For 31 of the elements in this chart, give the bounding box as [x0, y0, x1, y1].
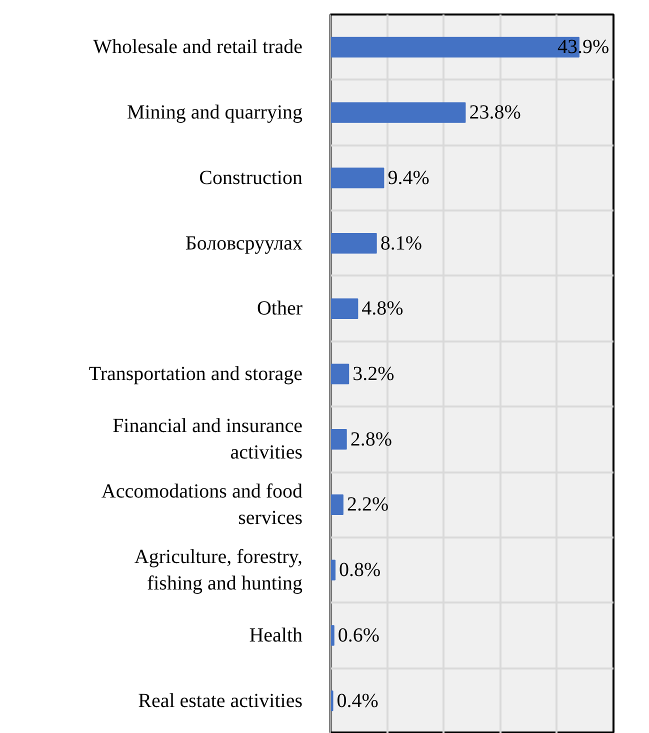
bar [330, 298, 358, 319]
data-label: 0.8% [339, 559, 381, 582]
data-label: 0.4% [336, 690, 378, 712]
data-label: 8.1% [380, 232, 422, 254]
data-label: 4.8% [362, 298, 404, 320]
bar [330, 232, 377, 254]
data-label: 3.2% [352, 363, 394, 385]
y-tick-label: Agriculture, forestry, fishing and hunting [134, 546, 303, 594]
bar [330, 625, 334, 646]
bar [330, 690, 334, 712]
y-tick-label: Financial and insurance activities [112, 415, 303, 464]
data-label: 2.2% [346, 494, 389, 516]
y-tick-label: Health [249, 624, 302, 646]
y-tick-label: Accomodations and food services [101, 480, 303, 529]
bar [330, 102, 466, 123]
data-label: 23.8% [469, 102, 521, 124]
y-tick-label: Mining and quarrying [126, 102, 303, 124]
data-label: 9.4% [388, 166, 430, 189]
data-label: 2.8% [350, 428, 392, 450]
y-tick-label: Other [256, 298, 303, 320]
y-tick-label: Transportation and storage [88, 363, 303, 385]
y-tick-label: Construction [199, 166, 303, 189]
bar [330, 494, 344, 516]
y-tick-label: Wholesale and retail trade [93, 36, 303, 58]
bar [330, 168, 384, 188]
bar [330, 364, 350, 384]
y-tick-label: Real estate activities [138, 690, 303, 712]
bar [330, 429, 347, 450]
bar [330, 560, 336, 580]
y-tick-label: Боловсруулах [185, 232, 303, 254]
data-label: 0.6% [338, 624, 380, 646]
